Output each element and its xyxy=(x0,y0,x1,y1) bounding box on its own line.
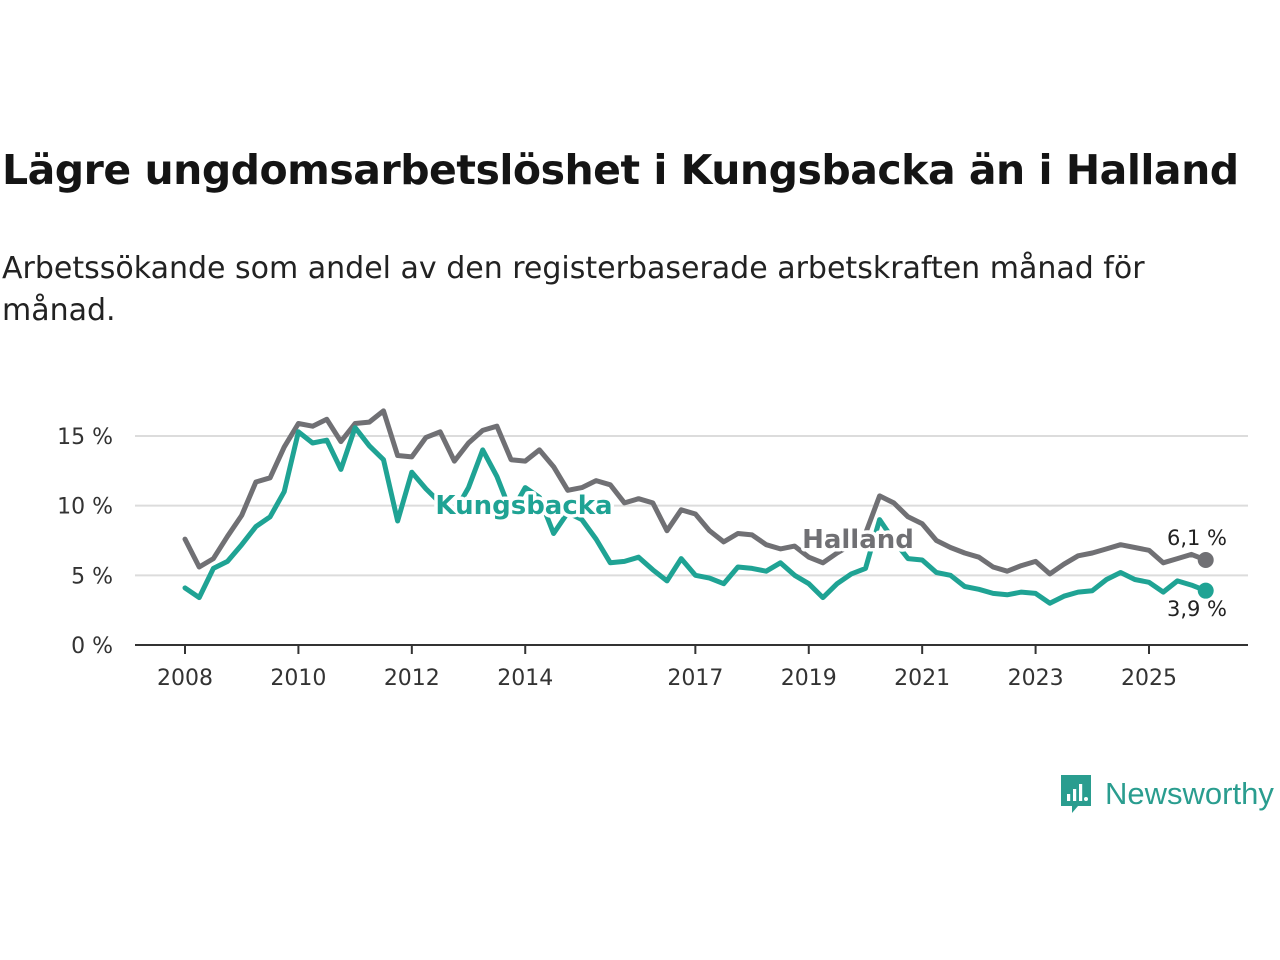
line-chart: 0 %5 %10 %15 % 2008 2010 2012 2014 2017 2019 2… xyxy=(57,408,1248,691)
end-value-label-halland: 6,1 % xyxy=(1167,526,1227,550)
end-point-halland xyxy=(1197,552,1214,569)
x-tick-label: 2014 xyxy=(497,666,553,691)
x-tick-label: 2012 xyxy=(384,666,440,691)
y-tick-label: 5 % xyxy=(71,564,113,589)
x-tick-label: 2025 xyxy=(1121,666,1177,691)
series-line-kungsbacka xyxy=(182,425,1209,606)
x-tick-label: 2010 xyxy=(270,666,326,691)
series-label-kungsbacka: Kungsbacka xyxy=(435,491,612,521)
x-axis-ticks: 2008 2010 2012 2014 2017 2019 2021 2023 2025 xyxy=(157,645,1177,691)
brand-name: Newsworthy xyxy=(1105,776,1274,811)
end-point-kungsbacka xyxy=(1197,582,1214,599)
newsworthy-brand[interactable]: Newsworthy xyxy=(1058,772,1274,816)
y-axis-ticks: 0 % 5 % 10 % 15 % xyxy=(57,425,113,659)
x-tick-label: 2019 xyxy=(781,666,837,691)
series-line-halland xyxy=(182,408,1209,577)
end-value-label-kungsbacka: 3,9 % xyxy=(1167,597,1227,621)
series-lines xyxy=(182,408,1214,606)
x-tick-label: 2023 xyxy=(1008,666,1064,691)
chart-title: Lägre ungdomsarbetslöshet i Kungsbacka ä… xyxy=(2,146,1239,194)
chart-subtitle: Arbetssökande som andel av den registerb… xyxy=(2,251,1145,328)
series-labels: Halland Kungsbacka 6,1 % 3,9 % xyxy=(432,488,1230,624)
x-tick-label: 2021 xyxy=(894,666,950,691)
newsworthy-logo-icon xyxy=(1061,775,1091,813)
y-tick-label: 0 % xyxy=(71,634,113,659)
x-tick-label: 2017 xyxy=(667,666,723,691)
x-tick-label: 2008 xyxy=(157,666,213,691)
y-tick-label: 10 % xyxy=(57,495,113,520)
series-label-halland: Halland xyxy=(802,525,914,555)
y-tick-label: 15 % xyxy=(57,425,113,450)
gridlines xyxy=(135,435,1248,577)
